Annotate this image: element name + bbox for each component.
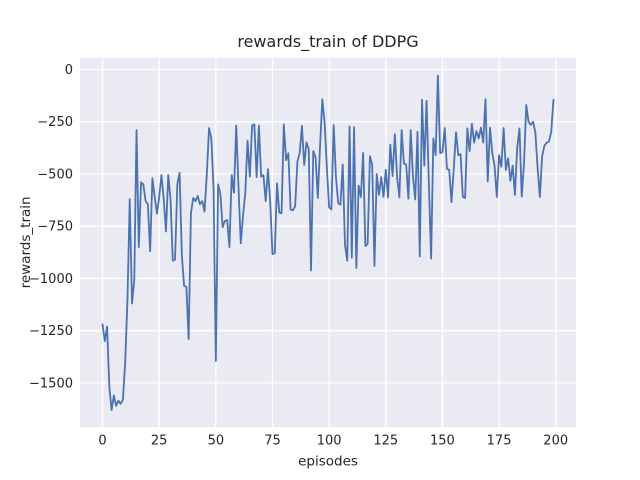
y-tick-label: −1250	[29, 324, 73, 339]
x-axis-label: episodes	[298, 454, 358, 470]
rewards-train-line	[101, 74, 555, 411]
x-tick-label: 150	[430, 434, 455, 449]
y-tick-label: −1000	[29, 272, 73, 287]
y-axis-label: rewards_train	[18, 196, 34, 288]
x-tick-label: 50	[208, 434, 225, 449]
x-tick-label: 125	[373, 434, 398, 449]
y-tick-label: −500	[37, 167, 73, 182]
x-tick-label: 75	[264, 434, 281, 449]
y-tick-label: −750	[37, 220, 73, 235]
y-tick-label: 0	[65, 63, 73, 78]
x-tick-label: 100	[317, 434, 342, 449]
x-tick-label: 0	[98, 434, 106, 449]
x-tick-label: 175	[487, 434, 512, 449]
y-tick-label: −250	[37, 115, 73, 130]
chart-title: rewards_train of DDPG	[237, 32, 418, 52]
y-tick-label: −1500	[29, 376, 73, 391]
axes-background	[80, 57, 576, 428]
x-tick-label: 25	[151, 434, 168, 449]
x-tick-label: 200	[543, 434, 568, 449]
